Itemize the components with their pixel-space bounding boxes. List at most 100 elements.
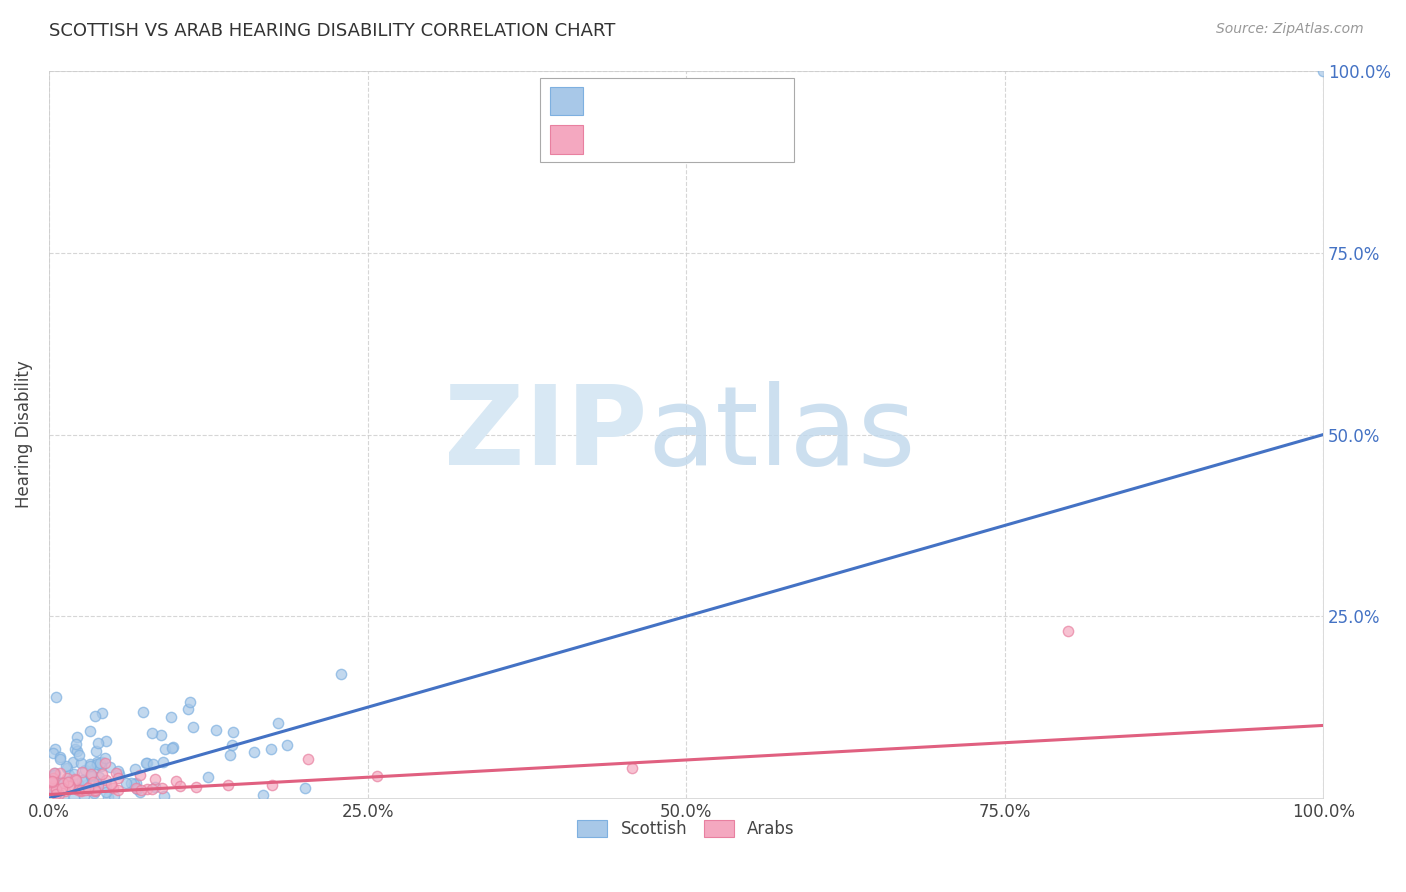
- Scottish: [181, 720, 204, 734]
- Arabs: [76, 780, 98, 795]
- Scottish: [44, 742, 66, 756]
- Scottish: [49, 775, 72, 789]
- Scottish: [159, 709, 181, 723]
- Scottish: [267, 715, 290, 730]
- Scottish: [91, 706, 114, 721]
- Scottish: [149, 728, 172, 742]
- Scottish: [79, 757, 101, 772]
- Arabs: [79, 767, 101, 781]
- Scottish: [152, 755, 174, 769]
- Arabs: [69, 782, 91, 797]
- Arabs: [94, 756, 117, 770]
- Scottish: [94, 779, 117, 793]
- Scottish: [125, 782, 148, 797]
- Scottish: [122, 777, 145, 791]
- Scottish: [219, 747, 242, 762]
- Scottish: [84, 783, 107, 797]
- Scottish: [65, 737, 87, 751]
- Scottish: [141, 725, 163, 739]
- Scottish: [75, 779, 97, 793]
- Scottish: [115, 776, 138, 790]
- Scottish: [143, 780, 166, 794]
- Scottish: [58, 768, 80, 782]
- Scottish: [162, 739, 184, 754]
- Arabs: [51, 780, 73, 795]
- Scottish: [107, 764, 129, 778]
- Scottish: [129, 785, 152, 799]
- Arabs: [86, 779, 108, 793]
- Scottish: [205, 723, 228, 738]
- Arabs: [101, 781, 124, 796]
- Arabs: [90, 767, 112, 781]
- Arabs: [41, 783, 63, 797]
- Scottish: [221, 738, 243, 752]
- Scottish: [87, 777, 110, 791]
- Arabs: [79, 780, 101, 794]
- Arabs: [48, 766, 70, 780]
- Arabs: [107, 771, 129, 785]
- Arabs: [65, 772, 87, 787]
- Arabs: [84, 782, 107, 797]
- Scottish: [141, 756, 163, 771]
- Arabs: [129, 767, 152, 781]
- Scottish: [160, 741, 183, 756]
- Scottish: [66, 744, 89, 758]
- Scottish: [67, 747, 90, 762]
- Scottish: [153, 741, 176, 756]
- Arabs: [84, 784, 107, 798]
- Scottish: [90, 759, 112, 773]
- Scottish: [39, 774, 62, 789]
- Scottish: [39, 780, 62, 794]
- Scottish: [124, 763, 146, 777]
- Arabs: [150, 780, 173, 795]
- Arabs: [297, 752, 319, 766]
- Arabs: [125, 780, 148, 795]
- Scottish: [120, 776, 142, 790]
- Scottish: [94, 750, 117, 764]
- Scottish: [56, 761, 79, 775]
- Scottish: [103, 789, 125, 803]
- Scottish: [252, 789, 274, 803]
- Scottish: [45, 690, 67, 705]
- Scottish: [41, 779, 63, 793]
- Arabs: [135, 782, 157, 797]
- Scottish: [72, 772, 94, 787]
- Arabs: [217, 778, 239, 792]
- Arabs: [73, 783, 96, 797]
- Scottish: [222, 725, 245, 739]
- Scottish: [242, 746, 264, 760]
- Scottish: [87, 770, 110, 784]
- Arabs: [169, 779, 191, 793]
- Arabs: [55, 772, 77, 786]
- Arabs: [143, 772, 166, 787]
- Scottish: [91, 756, 114, 770]
- Arabs: [41, 774, 63, 789]
- Scottish: [125, 775, 148, 789]
- Arabs: [366, 769, 388, 783]
- Scottish: [84, 744, 107, 758]
- Text: atlas: atlas: [648, 381, 917, 488]
- Scottish: [73, 764, 96, 778]
- Arabs: [129, 783, 152, 797]
- Scottish: [79, 759, 101, 773]
- Arabs: [620, 761, 643, 775]
- Scottish: [48, 750, 70, 764]
- Scottish: [276, 738, 298, 752]
- Arabs: [184, 780, 207, 794]
- Scottish: [80, 768, 103, 782]
- Arabs: [1057, 624, 1080, 638]
- Arabs: [41, 774, 63, 789]
- Scottish: [66, 730, 89, 744]
- Scottish: [132, 705, 155, 719]
- Scottish: [62, 790, 84, 805]
- Scottish: [98, 760, 121, 774]
- Arabs: [100, 777, 122, 791]
- Text: Source: ZipAtlas.com: Source: ZipAtlas.com: [1216, 22, 1364, 37]
- Scottish: [49, 752, 72, 766]
- Scottish: [197, 770, 219, 784]
- Scottish: [55, 758, 77, 772]
- Scottish: [83, 786, 105, 800]
- Scottish: [179, 695, 201, 709]
- Scottish: [73, 789, 96, 803]
- Scottish: [89, 756, 111, 770]
